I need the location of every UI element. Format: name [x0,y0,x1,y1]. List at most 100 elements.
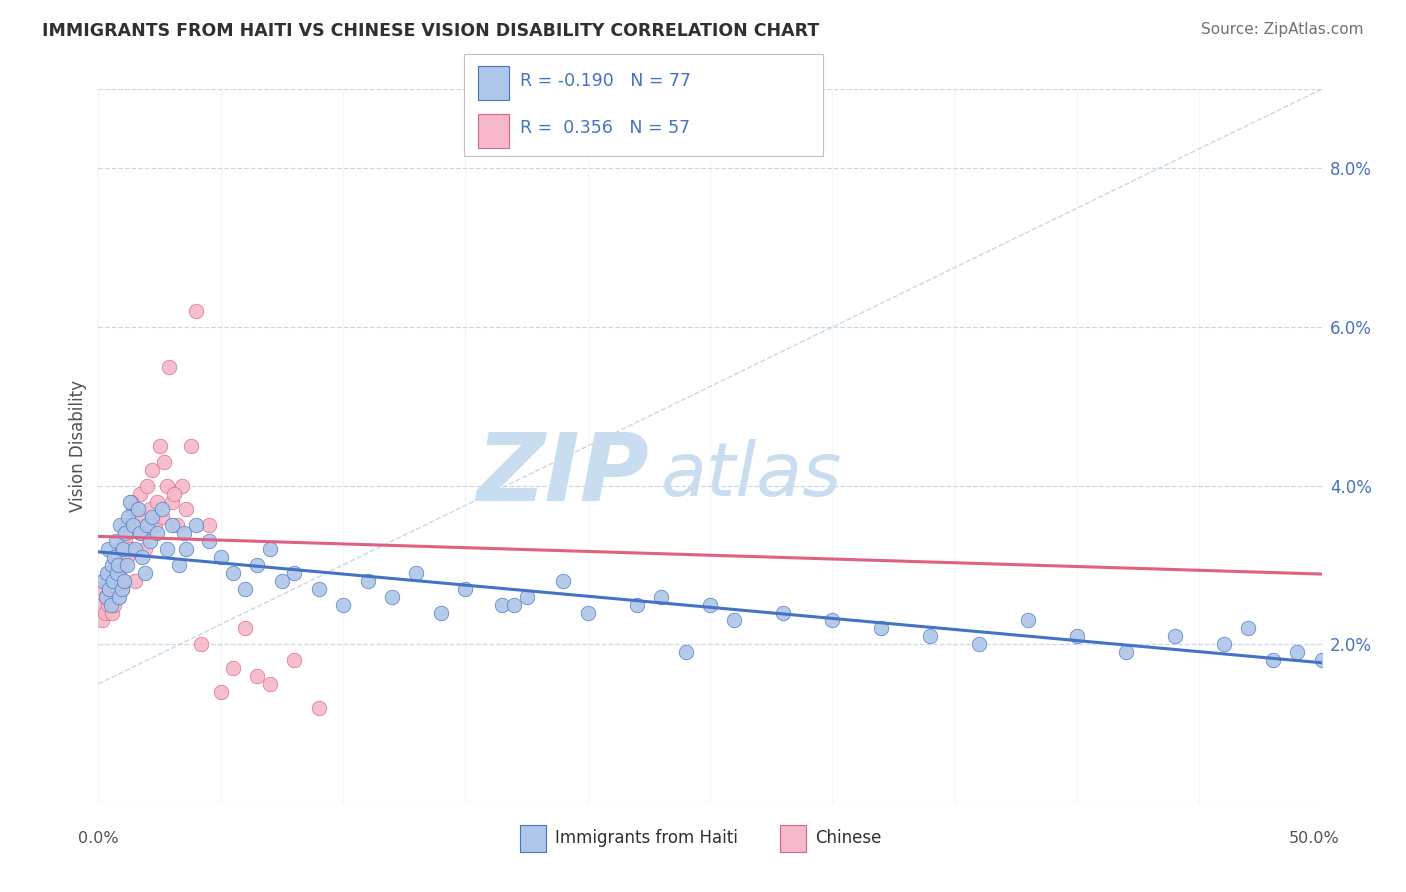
Point [146,494,169,508]
Point [111,582,134,596]
Point [108,566,131,580]
Point [772,606,794,620]
Point [170,478,193,492]
Point [723,614,745,628]
Point [136,478,159,492]
Text: R = -0.190   N = 77: R = -0.190 N = 77 [520,72,692,90]
Point [141,463,163,477]
Point [139,534,162,549]
Point [141,510,163,524]
Point [1164,629,1187,643]
Point [160,518,183,533]
Point [308,582,330,596]
Point [156,478,179,492]
Point [405,566,427,580]
Point [197,534,219,549]
Point [246,669,269,683]
Point [111,558,134,572]
Point [308,700,330,714]
Point [699,598,721,612]
Point [103,598,125,612]
Point [967,637,990,651]
Point [233,582,256,596]
Point [117,510,139,524]
Point [91,614,114,628]
Text: 50.0%: 50.0% [1289,831,1340,846]
Point [136,518,159,533]
Point [121,518,143,533]
Point [186,518,208,533]
Point [821,614,844,628]
Point [105,558,128,572]
Point [93,606,115,620]
Point [153,455,176,469]
Point [553,574,575,588]
Point [103,549,125,564]
Point [259,677,281,691]
Point [283,566,305,580]
Text: Source: ZipAtlas.com: Source: ZipAtlas.com [1201,22,1364,37]
Point [96,574,118,588]
Point [115,558,138,572]
Point [115,549,138,564]
Point [97,598,120,612]
Point [190,637,212,651]
Point [131,526,153,541]
Point [100,598,122,612]
Text: 0.0%: 0.0% [79,831,118,846]
Point [491,598,513,612]
Point [222,566,245,580]
Point [870,621,893,635]
Point [110,518,132,533]
Point [139,502,162,516]
Point [124,574,146,588]
Point [1286,645,1309,659]
Point [101,574,124,588]
Point [246,558,269,572]
Point [150,502,173,516]
Point [120,494,142,508]
Text: IMMIGRANTS FROM HAITI VS CHINESE VISION DISABILITY CORRELATION CHART: IMMIGRANTS FROM HAITI VS CHINESE VISION … [42,22,820,40]
Point [209,549,232,564]
Point [101,606,124,620]
Point [166,518,188,533]
Point [98,566,121,580]
Point [157,359,180,374]
Point [270,574,294,588]
Point [143,518,166,533]
Point [104,582,127,596]
Point [114,534,136,549]
Point [1066,629,1088,643]
Point [156,542,179,557]
Point [160,494,183,508]
Point [1212,637,1234,651]
Text: Chinese: Chinese [815,830,882,847]
Point [111,542,134,557]
Point [117,518,139,533]
Point [356,574,378,588]
Point [176,502,198,516]
Point [197,518,219,533]
Point [149,439,172,453]
Point [381,590,404,604]
Point [173,526,195,541]
Y-axis label: Vision Disability: Vision Disability [69,380,87,512]
Point [101,574,124,588]
Point [94,590,117,604]
Point [129,526,152,541]
Point [91,574,114,588]
Point [104,534,127,549]
Point [163,486,186,500]
Point [176,542,198,557]
Point [121,502,143,516]
Point [209,685,232,699]
Point [120,494,142,508]
Point [675,645,697,659]
Point [131,549,153,564]
Point [332,598,354,612]
Point [90,598,112,612]
Point [1261,653,1284,667]
Point [134,566,156,580]
Point [91,582,114,596]
Point [114,526,136,541]
